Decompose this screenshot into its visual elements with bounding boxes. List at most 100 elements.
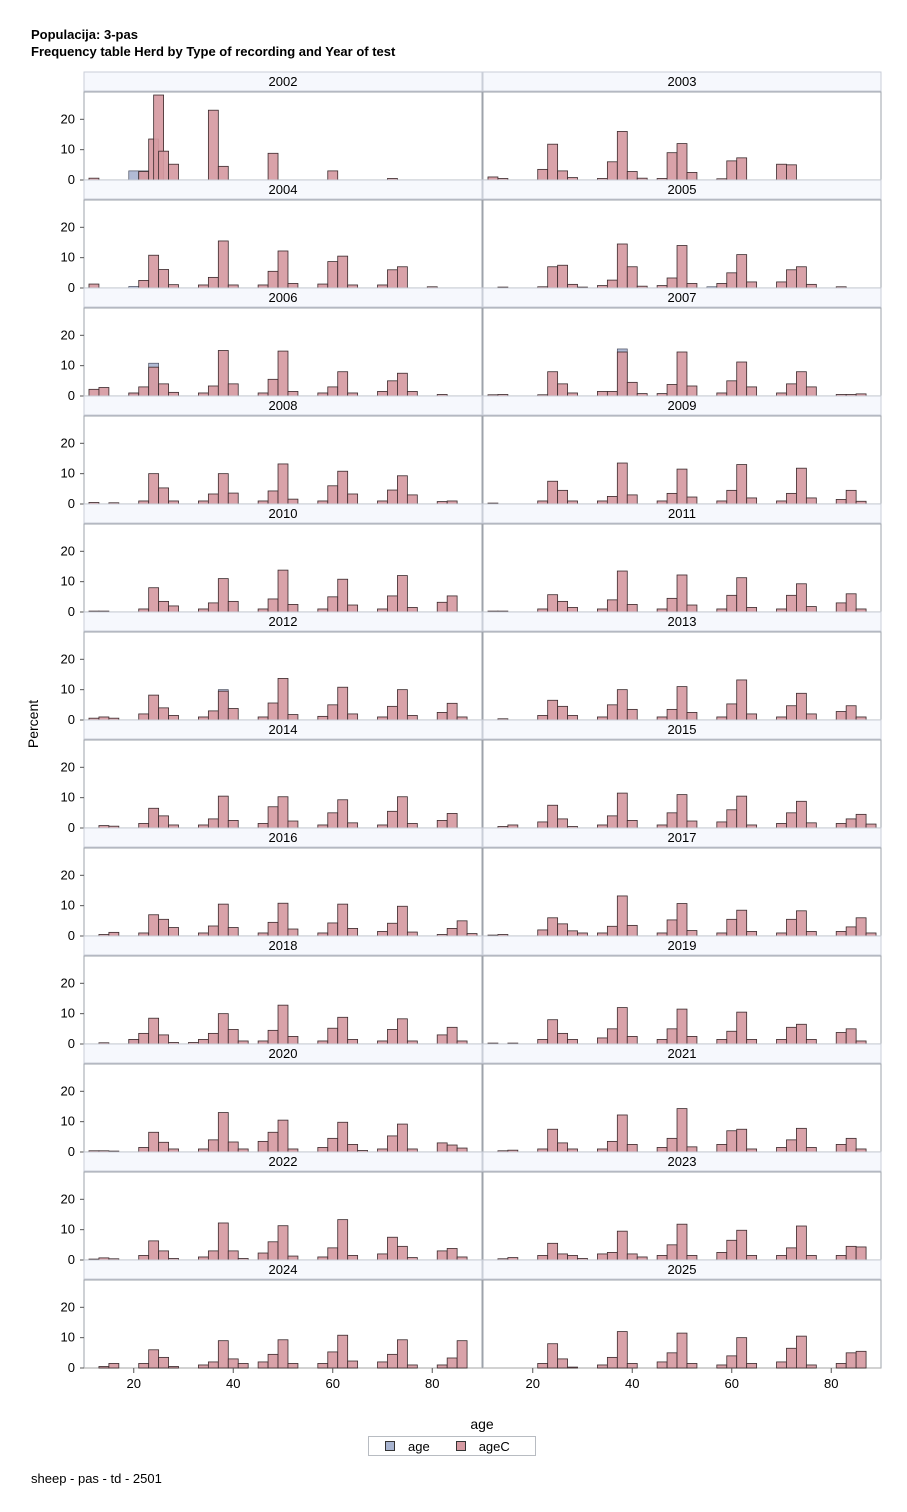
panel-2005-bar-agec-12 xyxy=(666,277,678,289)
panel-2016-bar-agec-13 xyxy=(287,928,299,937)
panel-2011-header xyxy=(482,503,882,524)
panel-2007-bar-agec-12 xyxy=(666,384,678,397)
legend-item-agec: ageC xyxy=(455,1439,510,1454)
panel-2018-bar-agec-8 xyxy=(207,1032,219,1045)
panel-2010-bar-agec-5 xyxy=(168,605,179,613)
panel-2011-bar-agec-13 xyxy=(686,604,698,613)
panel-2021-header xyxy=(482,1043,882,1064)
panel-2018-bar-agec-7 xyxy=(198,1039,209,1045)
panel-2015-bar-agec-15 xyxy=(726,809,738,829)
panel-2015-bar-agec-11 xyxy=(666,812,678,829)
panel-2016-bar-agec-20 xyxy=(397,905,408,937)
panel-2015-bar-agec-12 xyxy=(676,794,688,829)
panel-2014-bar-agec-17 xyxy=(347,822,359,829)
panel-2019-bar-agec-21 xyxy=(805,1039,817,1045)
panel-2003-bar-agec-3 xyxy=(547,143,559,181)
panel-2008-bar-agec-13 xyxy=(287,498,299,505)
panel-2004-bar-agec-2 xyxy=(148,254,160,289)
panel-2013-bar-agec-10 xyxy=(666,708,678,721)
panel-2018-bar-agec-9 xyxy=(217,1013,229,1045)
panel-2004-header xyxy=(83,179,483,200)
panel-2016-bar-agec-7 xyxy=(207,925,219,937)
panel-2022-bar-agec-5 xyxy=(158,1250,169,1261)
panel-2021-bar-agec-9 xyxy=(626,1144,638,1153)
panel-2011-bar-agec-15 xyxy=(726,594,738,613)
panel-2022-bar-agec-25 xyxy=(446,1248,458,1261)
panel-2024-bar-agec-1 xyxy=(108,1363,120,1369)
panel-2024-bar-agec-7 xyxy=(207,1361,219,1369)
panel-2002-bar-agec-9 xyxy=(327,170,339,181)
panel-2003-bar-agec-12 xyxy=(666,152,678,181)
panel-2011-bar-agec-22 xyxy=(835,602,847,613)
panel-2024-bar-agec-20 xyxy=(387,1353,398,1369)
panel-2010-bar-agec-19 xyxy=(387,595,398,613)
panel-2023-bar-agec-23 xyxy=(805,1255,817,1261)
panel-2017-bar-agec-4 xyxy=(557,923,568,937)
panel-2014-header xyxy=(83,719,483,740)
panel-2021-bar-agec-21 xyxy=(805,1147,817,1153)
panel-2004-bar-agec-7 xyxy=(217,240,229,289)
panel-2016-bar-agec-23 xyxy=(446,928,458,937)
panel-2020-bar-agec-25 xyxy=(436,1142,448,1153)
panel-2025-bar-agec-7 xyxy=(626,1363,638,1369)
panel-2022-year-label: 2022 xyxy=(269,1154,298,1169)
panel-2013-bar-agec-4 xyxy=(567,715,578,721)
panel-2015-bar-agec-3 xyxy=(547,804,559,829)
xtick-label-1-20: 20 xyxy=(526,1376,540,1391)
panel-2018-bar-agec-25 xyxy=(446,1026,458,1045)
panel-2022-bar-agec-17 xyxy=(327,1247,339,1261)
panel-2011-bar-agec-17 xyxy=(746,607,758,613)
panel-2015-bar-agec-2 xyxy=(537,821,549,829)
panel-2020-bar-agec-16 xyxy=(317,1147,329,1153)
panel-2004-bar-agec-19 xyxy=(397,266,408,289)
panel-2019-bar-agec-5 xyxy=(567,1039,578,1045)
panel-2012-bar-agec-5 xyxy=(158,707,169,721)
panel-2024-bar-agec-13 xyxy=(277,1339,289,1369)
panel-2009-bar-agec-11 xyxy=(676,468,688,505)
panel-2025-bar-agec-1 xyxy=(547,1343,559,1369)
panel-2012-bar-agec-23 xyxy=(436,712,448,721)
panel-2003-bar-agec-18 xyxy=(776,163,787,181)
panel-2007-year-label: 2007 xyxy=(668,290,697,305)
panel-2021-bar-agec-3 xyxy=(547,1128,559,1153)
panel-2010-ytick-label-0: 0 xyxy=(68,604,75,619)
panel-2010-bar-agec-20 xyxy=(397,575,408,613)
panel-2009-bar-agec-6 xyxy=(606,496,618,505)
panel-2009-bar-agec-2 xyxy=(547,480,559,505)
panel-2006-bar-agec-22 xyxy=(406,391,418,397)
panel-2023-bar-agec-2 xyxy=(537,1255,549,1261)
panel-2015: 2015 xyxy=(482,719,882,829)
panel-2007-header xyxy=(482,287,882,308)
panel-2016-ytick-label-10: 10 xyxy=(61,898,75,913)
panel-2025-bar-agec-3 xyxy=(567,1366,578,1369)
panel-2005-bar-agec-2 xyxy=(547,266,559,289)
panel-2025-bar-agec-16 xyxy=(776,1361,787,1369)
panel-2023-bar-agec-4 xyxy=(557,1253,568,1261)
panel-2003-bar-agec-4 xyxy=(557,170,568,181)
panel-2010-bar-agec-16 xyxy=(337,578,349,613)
panel-2024-bar-agec-9 xyxy=(227,1358,239,1369)
panel-2002-bar-age-0 xyxy=(128,170,140,181)
panel-2004-bar-agec-0 xyxy=(88,283,100,289)
panel-2012-bar-agec-14 xyxy=(287,714,299,721)
panel-2012-header xyxy=(83,611,483,632)
panel-2017-bar-agec-23 xyxy=(835,931,847,937)
panel-2013-bar-agec-12 xyxy=(686,712,698,721)
panel-2006-bar-agec-6 xyxy=(168,391,179,397)
xtick-label-1-60: 60 xyxy=(725,1376,739,1391)
panel-2021-bar-agec-16 xyxy=(736,1128,748,1153)
panel-2019-bar-agec-2 xyxy=(537,1039,549,1045)
panel-2012-bar-agec-3 xyxy=(138,713,150,721)
panel-2007-bar-agec-7 xyxy=(606,391,618,397)
panel-2018-bar-agec-4 xyxy=(158,1034,169,1045)
panel-2020-bar-agec-19 xyxy=(347,1144,359,1153)
panel-2017-header xyxy=(482,827,882,848)
panel-2022-bar-agec-3 xyxy=(138,1255,150,1261)
panel-2019-header xyxy=(482,935,882,956)
panel-2024-year-label: 2024 xyxy=(269,1262,298,1277)
panel-2002: 2002 0 10 20 xyxy=(61,71,483,187)
panel-2002-bar-agec-7 xyxy=(217,165,229,181)
panel-2007-bar-agec-6 xyxy=(597,391,608,397)
panel-2008-ytick-label-10: 10 xyxy=(61,466,75,481)
panel-2023-bar-agec-21 xyxy=(786,1247,797,1261)
